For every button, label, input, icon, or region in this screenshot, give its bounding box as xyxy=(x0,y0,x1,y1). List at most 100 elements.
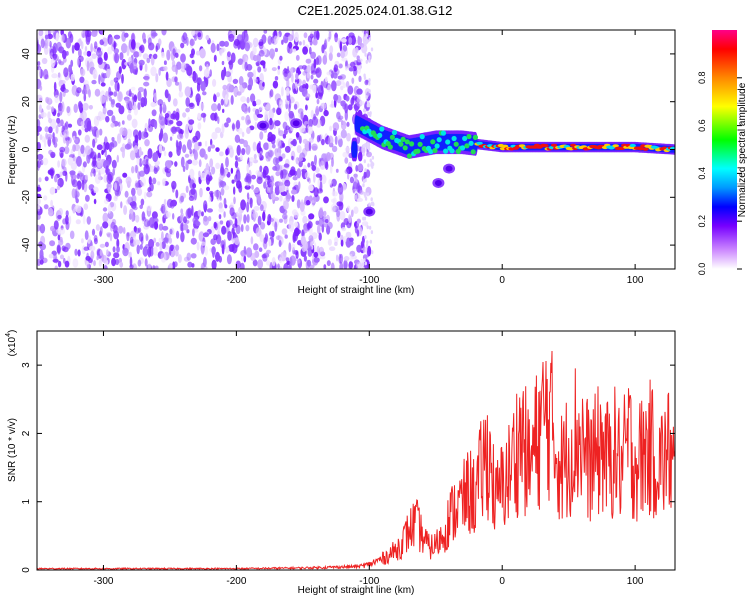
spectrogram-noise-speckle xyxy=(224,122,229,128)
spectrogram-noise-speckle xyxy=(104,147,107,158)
spectrogram-noise-speckle xyxy=(315,67,322,78)
spectrogram-noise-speckle xyxy=(202,232,210,238)
spectrogram-noise-speckle xyxy=(127,196,134,205)
spectrogram-noise-speckle xyxy=(45,38,51,47)
spectrogram-noise-speckle xyxy=(184,128,189,139)
spectrogram-noise-speckle xyxy=(354,173,358,180)
spectrogram-noise-speckle xyxy=(144,139,150,147)
spectrogram-noise-speckle xyxy=(166,49,171,61)
spectrogram-noise-speckle xyxy=(59,236,63,243)
spectrogram-noise-speckle xyxy=(103,51,108,61)
spectrogram-noise-speckle xyxy=(268,109,275,120)
spectrogram-noise-speckle xyxy=(348,67,354,72)
spectrogram-noise-speckle xyxy=(256,113,264,118)
spectrogram-noise-speckle xyxy=(267,136,274,142)
snr-y-scale-exponent: 4 xyxy=(5,333,12,337)
spectrogram-noise-speckle xyxy=(274,221,278,232)
spectrogram-noise-speckle xyxy=(257,215,262,226)
spectrogram-noise-speckle xyxy=(243,106,249,114)
spectrogram-noise-speckle xyxy=(52,53,58,60)
signal-core xyxy=(468,140,474,146)
spectrogram-noise-speckle xyxy=(77,249,81,257)
spectrogram-noise-speckle xyxy=(191,59,195,65)
spectrogram-noise-speckle xyxy=(39,259,44,265)
spectrogram-noise-speckle xyxy=(352,188,358,195)
spectrogram-noise-speckle xyxy=(235,119,241,130)
spectrogram-noise-speckle xyxy=(323,153,329,162)
spectrogram-noise-speckle xyxy=(163,198,167,207)
spectrogram-noise-speckle xyxy=(296,199,301,209)
spectrogram-noise-speckle xyxy=(341,227,347,232)
spectrogram-noise-speckle xyxy=(262,211,266,222)
spectrogram-noise-speckle xyxy=(343,218,350,226)
spectrogram-noise-speckle xyxy=(164,113,170,118)
spectrogram-noise-speckle xyxy=(315,220,320,225)
spectrogram-noise-speckle xyxy=(201,211,204,217)
signal-core xyxy=(377,132,383,138)
spectrogram-noise-speckle xyxy=(234,237,240,246)
spectrogram-noise-speckle xyxy=(252,211,258,219)
spectrogram-noise-speckle xyxy=(371,201,374,206)
spectrogram-noise-speckle xyxy=(308,195,313,202)
spectrogram-x-axis-label: Height of straight line (km) xyxy=(298,285,415,296)
spectrogram-noise-speckle xyxy=(86,252,89,261)
spectrogram-noise-speckle xyxy=(180,53,186,63)
spectrogram-noise-speckle xyxy=(210,144,216,149)
spectrogram-noise-speckle xyxy=(162,178,166,187)
spectrogram-noise-speckle xyxy=(367,111,370,116)
spectrogram-noise-speckle xyxy=(197,32,202,38)
spectrogram-noise-speckle xyxy=(252,37,259,48)
spectrogram-noise-speckle xyxy=(363,108,367,113)
signal-core xyxy=(501,144,509,148)
spectrogram-noise-speckle xyxy=(45,96,49,104)
colorbar-tick-label: 0.0 xyxy=(697,263,707,276)
spectrogram-noise-speckle xyxy=(147,262,151,269)
spectrogram-noise-speckle xyxy=(180,156,185,168)
spectrogram-noise-speckle xyxy=(97,111,103,122)
signal-core xyxy=(443,148,449,154)
spectrogram-noise-speckle xyxy=(284,145,291,153)
spectrogram-noise-speckle xyxy=(274,185,280,196)
spectrogram-noise-speckle xyxy=(278,156,283,162)
spectrogram-noise-speckle xyxy=(201,248,205,255)
spectrogram-noise-speckle xyxy=(230,95,234,105)
spectrogram-noise-speckle xyxy=(58,59,62,64)
spectrogram-noise-speckle xyxy=(182,144,187,154)
spectrogram-noise-speckle xyxy=(312,39,318,46)
spectrogram-noise-speckle xyxy=(51,153,55,158)
spectrogram-noise-speckle xyxy=(272,157,279,166)
spectrogram-noise-speckle xyxy=(71,179,78,188)
spectrogram-noise-speckle xyxy=(342,151,349,158)
spectrogram-noise-speckle xyxy=(363,191,366,196)
spectrogram-noise-speckle xyxy=(151,246,154,255)
spectrogram-noise-speckle xyxy=(116,133,122,144)
spectrogram-noise-speckle xyxy=(81,238,84,244)
spectrogram-noise-speckle xyxy=(191,205,194,217)
spectrogram-noise-speckle xyxy=(281,39,284,45)
spectrogram-noise-speckle xyxy=(370,47,374,52)
spectrogram-noise-speckle xyxy=(102,207,108,212)
spectrogram-noise-speckle xyxy=(259,153,262,161)
spectrogram-noise-speckle xyxy=(307,162,311,168)
spectrogram-noise-speckle xyxy=(101,253,105,262)
spectrogram-noise-speckle xyxy=(203,68,210,78)
spectrogram-noise-speckle xyxy=(307,221,313,229)
spectrogram-noise-speckle xyxy=(354,225,358,234)
spectrogram-noise-speckle xyxy=(128,251,132,258)
spectrogram-noise-speckle xyxy=(84,230,89,241)
spectrogram-noise-speckle xyxy=(223,211,226,218)
spectrogram-noise-speckle xyxy=(216,43,220,52)
spectrogram-noise-speckle xyxy=(283,163,290,168)
spectrogram-noise-speckle xyxy=(169,202,174,207)
spectrogram-noise-speckle xyxy=(215,147,220,153)
spectrogram-noise-speckle xyxy=(236,180,242,189)
spectrogram-noise-speckle xyxy=(310,30,316,33)
spectrogram-noise-speckle xyxy=(356,197,363,202)
spectrogram-noise-speckle xyxy=(246,201,250,213)
spectrogram-noise-speckle xyxy=(48,207,54,217)
spectrogram-noise-speckle xyxy=(237,58,244,65)
spectrogram-noise-speckle xyxy=(113,195,118,202)
spectrogram-noise-speckle xyxy=(158,67,161,76)
spectrogram-noise-speckle xyxy=(215,162,221,169)
spectrogram-noise-speckle xyxy=(368,78,371,83)
